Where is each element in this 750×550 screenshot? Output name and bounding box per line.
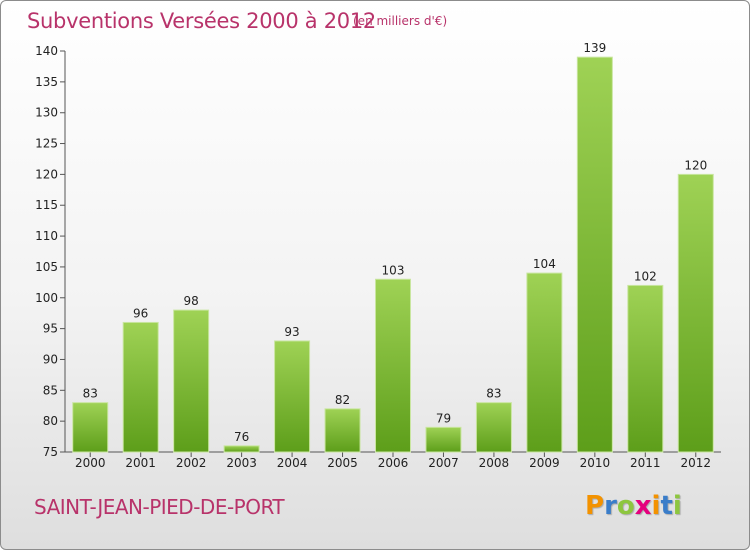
x-axis: 2000 2001 2002 2003 2004 2005 2006 2007 2008 2009… (65, 451, 721, 470)
value-label-2006: 103 (382, 263, 405, 277)
y-tick-label: 75 (43, 445, 58, 459)
value-label-2002: 98 (184, 294, 199, 308)
y-tick-label: 80 (43, 414, 58, 428)
logo-letter: o (616, 491, 635, 521)
logo-letter: i (651, 491, 661, 521)
value-label-2011: 102 (634, 269, 657, 283)
bar-2010 (576, 56, 613, 453)
y-tick-label: 115 (35, 198, 58, 212)
y-tick-label: 90 (43, 352, 58, 366)
bar-2011 (627, 284, 664, 453)
value-label-2004: 93 (284, 325, 299, 339)
y-tick-label: 85 (43, 383, 58, 397)
x-tick-label: 2001 (125, 456, 156, 470)
value-label-2000: 83 (83, 387, 98, 401)
bar-2008 (475, 402, 512, 453)
y-tick-label: 110 (35, 229, 58, 243)
x-tick-label: 2006 (378, 456, 409, 470)
x-tick-label: 2004 (277, 456, 308, 470)
logo-letter: P (585, 491, 605, 521)
logo-letter: i (672, 491, 682, 521)
bar-2004 (274, 340, 311, 453)
bar-2005 (324, 408, 361, 453)
y-tick-label: 120 (35, 167, 58, 181)
x-tick-label: 2010 (580, 456, 611, 470)
bar-2012 (677, 173, 714, 453)
bar-2007 (425, 426, 462, 453)
x-tick-label: 2009 (529, 456, 560, 470)
y-tick-label: 95 (43, 322, 58, 336)
y-axis: 75 80 85 90 95 100 105 110 115 120 125 130 135 140 (35, 44, 66, 459)
y-tick-label: 130 (35, 106, 58, 120)
bar-2003 (223, 445, 260, 453)
logo-letter: t (660, 491, 673, 521)
chart-unit: (en milliers d'€) (353, 14, 448, 28)
bar-2000 (72, 402, 109, 453)
value-labels: 83 96 98 76 93 82 103 79 83 104 139 102 120 (83, 41, 708, 444)
bars (72, 56, 714, 453)
value-label-2003: 76 (234, 430, 249, 444)
value-label-2008: 83 (486, 387, 501, 401)
y-tick-label: 105 (35, 260, 58, 274)
value-label-2005: 82 (335, 393, 350, 407)
value-label-2007: 79 (436, 411, 451, 425)
bar-2001 (122, 321, 159, 453)
y-tick-label: 100 (35, 291, 58, 305)
commune-name: SAINT-JEAN-PIED-DE-PORT (34, 495, 285, 519)
chart-title: Subventions Versées 2000 à 2012 (27, 9, 376, 33)
x-tick-label: 2000 (75, 456, 106, 470)
x-tick-label: 2012 (680, 456, 711, 470)
y-tick-label: 140 (35, 44, 58, 58)
value-label-2001: 96 (133, 306, 148, 320)
bar-2006 (375, 278, 411, 453)
y-tick-label: 125 (35, 137, 58, 151)
x-tick-label: 2011 (630, 456, 661, 470)
logo-letter: r (604, 491, 617, 521)
x-tick-label: 2002 (176, 456, 207, 470)
bar-2002 (173, 309, 210, 453)
proxiti-logo: Proxiti (585, 491, 682, 521)
logo-letter: x (634, 491, 652, 521)
bar-2009 (526, 272, 563, 453)
x-tick-label: 2007 (428, 456, 459, 470)
value-label-2009: 104 (533, 257, 556, 271)
y-tick-label: 135 (35, 75, 58, 89)
x-tick-label: 2008 (479, 456, 510, 470)
value-label-2010: 139 (583, 41, 606, 55)
value-label-2012: 120 (684, 158, 707, 172)
x-tick-label: 2005 (327, 456, 358, 470)
x-tick-label: 2003 (226, 456, 257, 470)
